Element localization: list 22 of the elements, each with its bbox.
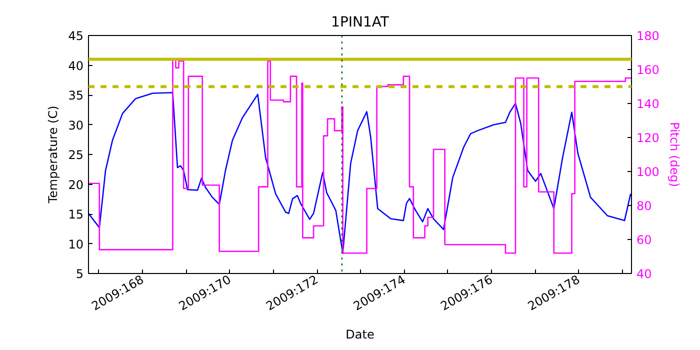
y-tick-label: 40 [68, 58, 84, 73]
y2-tick-label: 60 [636, 233, 652, 247]
chart-title: 1PIN1AT [331, 14, 390, 30]
y-tick-label: 25 [68, 148, 84, 162]
y-tick-label: 15 [68, 208, 84, 222]
y-tick-label: 35 [68, 88, 84, 102]
y2-tick-label: 100 [636, 165, 660, 179]
y2-tick-label: 140 [636, 97, 660, 111]
y-axis-title: Temperature (C) [46, 106, 60, 204]
y2-axis-title: Pitch (deg) [667, 122, 682, 188]
y2-tick-label: 180 [636, 29, 660, 43]
y2-tick-label: 120 [636, 131, 660, 145]
y-tick-label: 20 [68, 178, 84, 192]
y2-tick-label: 80 [636, 199, 652, 213]
y-tick-label: 45 [68, 29, 84, 43]
y-tick-label: 10 [68, 237, 84, 252]
y-tick-label: 30 [68, 118, 84, 132]
y2-tick-label: 40 [636, 267, 652, 281]
y-tick-label: 5 [76, 267, 84, 281]
x-axis-title: Date [346, 327, 374, 342]
line-series [88, 92, 632, 254]
y2-tick-label: 160 [636, 63, 660, 77]
